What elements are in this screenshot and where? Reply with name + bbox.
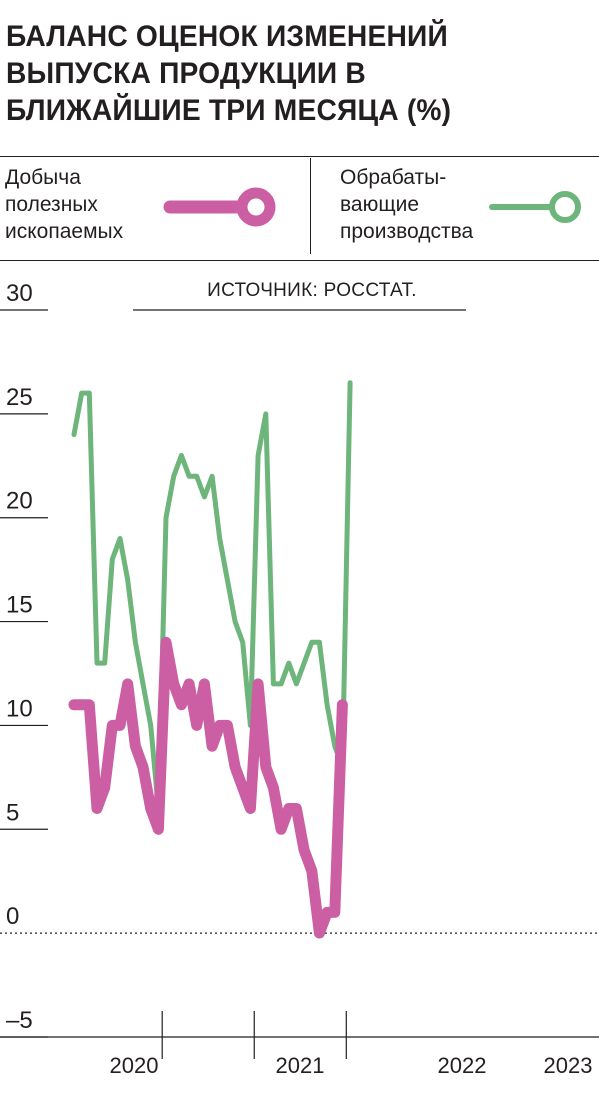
series-line-mining xyxy=(68,636,348,939)
legend-swatch-manufacturing xyxy=(489,191,581,223)
y-tick-label: 25 xyxy=(6,384,33,411)
y-tick-label: 20 xyxy=(6,488,33,515)
y-tick-label: 0 xyxy=(6,903,19,930)
x-axis: 2020 2021 2022 2023 xyxy=(0,1011,599,1078)
y-tick-label: 5 xyxy=(6,799,19,826)
y-axis: 30 25 20 15 10 5 0 –5 xyxy=(0,280,599,1038)
chart-title: БАЛАНС ОЦЕНОК ИЗМЕНЕНИЙ ВЫПУСКА ПРОДУКЦИ… xyxy=(6,20,452,127)
legend-bottom-rule xyxy=(0,260,599,261)
y-tick-label: –5 xyxy=(6,1007,33,1034)
series-line-manufacturing xyxy=(71,380,353,811)
y-tick-label: 15 xyxy=(6,592,33,619)
x-year-label: 2023 xyxy=(544,1053,593,1078)
legend-top-rule xyxy=(0,156,599,157)
legend-swatch-mining xyxy=(163,187,276,227)
x-year-label: 2021 xyxy=(276,1053,325,1078)
legend-label-manufacturing: Обрабаты- вающие производства xyxy=(340,166,474,243)
y-tick-label: 30 xyxy=(6,280,33,307)
x-year-label: 2020 xyxy=(110,1053,159,1078)
x-year-label: 2022 xyxy=(438,1053,487,1078)
source-note: ИСТОЧНИК: РОССТАТ. xyxy=(207,280,417,301)
series-layer xyxy=(68,380,353,939)
y-tick-label: 10 xyxy=(6,695,33,722)
legend-divider xyxy=(310,158,311,254)
legend-label-mining: Добыча полезных ископаемых xyxy=(5,166,124,243)
